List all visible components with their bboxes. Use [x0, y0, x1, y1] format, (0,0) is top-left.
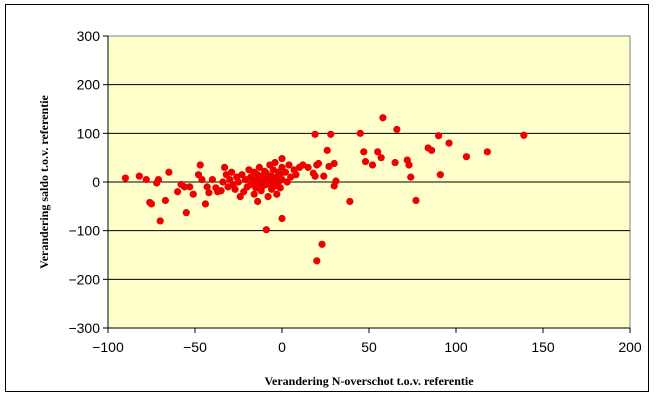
data-point [314, 159, 323, 168]
data-point [196, 161, 204, 169]
data-point [379, 114, 387, 122]
x-tick-label: 150 [531, 339, 555, 355]
x-tick-labels: −100 −50 0 50 100 150 200 [92, 339, 642, 355]
data-point [483, 148, 491, 156]
data-point [435, 132, 443, 140]
data-point [227, 168, 236, 176]
data-point [161, 196, 170, 205]
data-point [182, 209, 190, 217]
data-point [346, 197, 354, 206]
data-point [323, 146, 331, 154]
data-point [254, 197, 262, 206]
x-tick-label: 0 [278, 339, 286, 355]
data-point [231, 185, 239, 193]
data-point [142, 175, 150, 184]
y-tick-label: −300 [68, 320, 100, 336]
data-point [165, 168, 173, 176]
x-axis-title: Verandering N-overschot t.o.v. referenti… [264, 374, 474, 388]
data-point [264, 193, 272, 201]
y-tick-label: 100 [77, 125, 101, 141]
data-point [273, 190, 281, 198]
data-point [219, 178, 227, 186]
data-point [203, 183, 211, 191]
data-point [407, 173, 415, 181]
data-point [281, 168, 290, 176]
data-point [405, 161, 413, 169]
data-point [220, 163, 229, 171]
y-tick-label: −200 [68, 271, 100, 287]
data-point [234, 178, 243, 186]
data-point [428, 146, 436, 154]
data-point [311, 130, 319, 138]
data-point [205, 189, 213, 197]
data-point [445, 139, 453, 147]
data-point [154, 175, 163, 184]
data-point [147, 200, 156, 208]
data-point [330, 159, 338, 168]
data-point [208, 175, 216, 184]
gridlines [108, 84, 630, 280]
data-point [250, 190, 258, 198]
data-points [121, 114, 528, 265]
x-tick-label: 200 [618, 339, 642, 355]
data-point [186, 183, 194, 191]
x-tick-label: −100 [92, 339, 124, 355]
y-tick-label: −100 [68, 223, 100, 239]
data-point [320, 172, 328, 180]
data-point [180, 183, 189, 191]
data-point [271, 158, 279, 167]
data-point [278, 155, 286, 163]
data-point [198, 175, 206, 184]
data-point [255, 163, 263, 171]
data-point [217, 187, 225, 195]
y-tick-label: 300 [77, 28, 101, 44]
data-point [285, 161, 293, 169]
data-point [201, 200, 210, 208]
data-point [262, 226, 270, 234]
data-point [360, 148, 368, 156]
y-axis-title: Verandering saldo t.o.v. referentie [37, 94, 51, 268]
axes [103, 35, 631, 333]
data-point [174, 188, 182, 196]
x-tick-label: 100 [444, 339, 468, 355]
y-tick-label: 200 [77, 77, 101, 93]
data-point [332, 177, 340, 185]
data-point [327, 130, 335, 138]
data-point [135, 172, 143, 180]
data-point [276, 184, 284, 192]
x-tick-label: −50 [183, 339, 207, 355]
y-tick-labels: −300 −200 −100 0 100 200 300 [68, 28, 100, 336]
data-point [361, 157, 370, 166]
data-point [311, 172, 319, 180]
data-point [462, 153, 471, 161]
data-point [356, 129, 364, 137]
data-point [520, 131, 528, 139]
data-point [374, 148, 382, 156]
data-point [318, 240, 326, 248]
data-point [278, 214, 286, 223]
data-point [313, 257, 321, 265]
data-point [377, 154, 385, 162]
data-point [412, 196, 420, 205]
data-point [189, 190, 197, 198]
data-point [436, 171, 444, 179]
data-point [368, 161, 377, 169]
y-tick-label: 0 [92, 174, 100, 190]
x-tick-label: 50 [361, 339, 377, 355]
data-point [156, 217, 164, 225]
data-point [292, 171, 300, 179]
data-point [391, 158, 399, 167]
data-point [393, 125, 401, 134]
data-point [304, 163, 312, 171]
data-point [121, 174, 129, 182]
